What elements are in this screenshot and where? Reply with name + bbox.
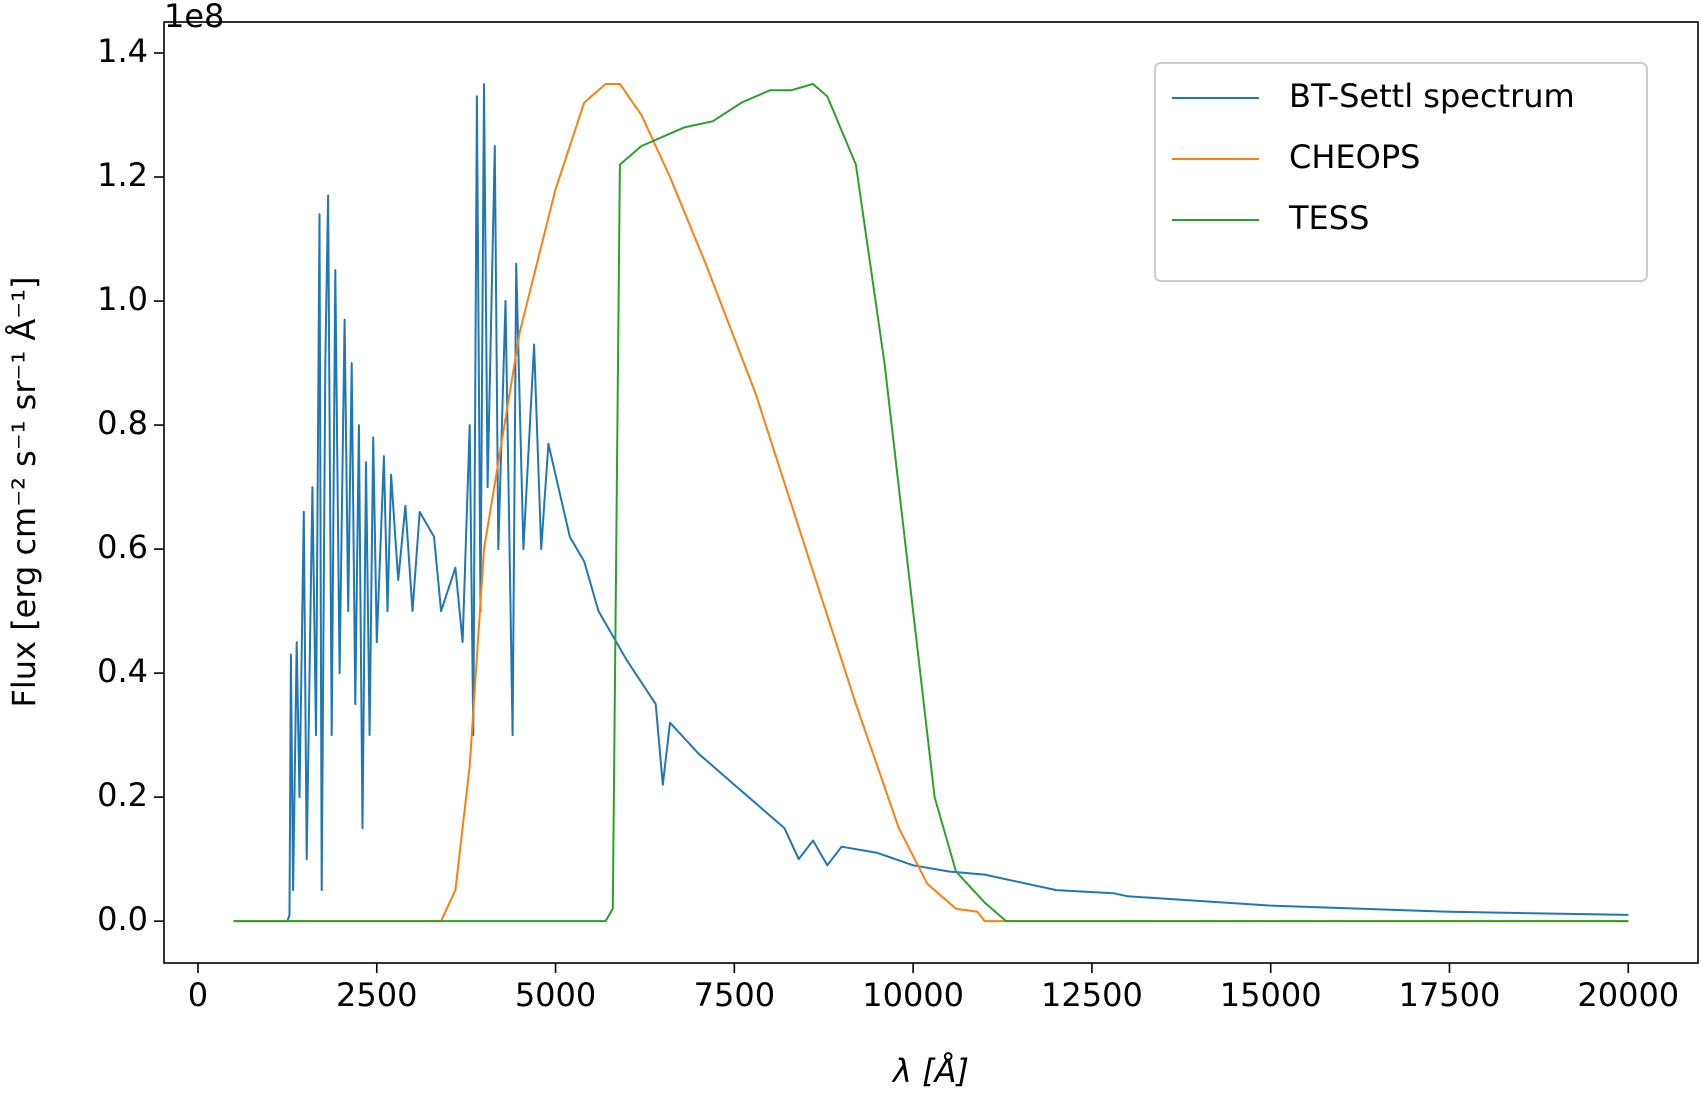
legend-label: BT-Settl spectrum [1289, 77, 1575, 115]
y-tick-label: 1.2 [97, 156, 148, 194]
x-tick-label: 2500 [336, 976, 417, 1014]
x-tick-label: 12500 [1041, 976, 1143, 1014]
x-tick-label: 10000 [862, 976, 964, 1014]
legend-box [1154, 62, 1648, 282]
y-offset-text: 1e8 [164, 0, 224, 35]
y-tick-label: 0.4 [97, 652, 148, 690]
y-tick-label: 1.4 [97, 32, 148, 70]
x-tick-label: 7500 [694, 976, 775, 1014]
x-tick-label: 17500 [1399, 976, 1501, 1014]
y-tick-label: 0.2 [97, 776, 148, 814]
y-axis-label: Flux [erg cm⁻² s⁻¹ sr⁻¹ Å⁻¹] [5, 277, 43, 708]
y-tick-label: 0.6 [97, 528, 148, 566]
legend-label: CHEOPS [1289, 138, 1420, 176]
x-tick-label: 20000 [1577, 976, 1679, 1014]
y-tick-label: 1.0 [97, 280, 148, 318]
x-tick-label: 5000 [515, 976, 596, 1014]
series-line [233, 83, 1629, 923]
legend-label: TESS [1288, 199, 1369, 237]
x-tick-label: 0 [188, 976, 208, 1014]
axes-frame [163, 21, 1699, 964]
y-tick-label: 0.0 [97, 900, 148, 938]
series-line [233, 83, 1629, 923]
x-tick-label: 15000 [1220, 976, 1322, 1014]
y-tick-label: 0.8 [97, 404, 148, 442]
x-axis-label: λ [Å] [891, 1052, 969, 1090]
series-line [233, 83, 1629, 923]
